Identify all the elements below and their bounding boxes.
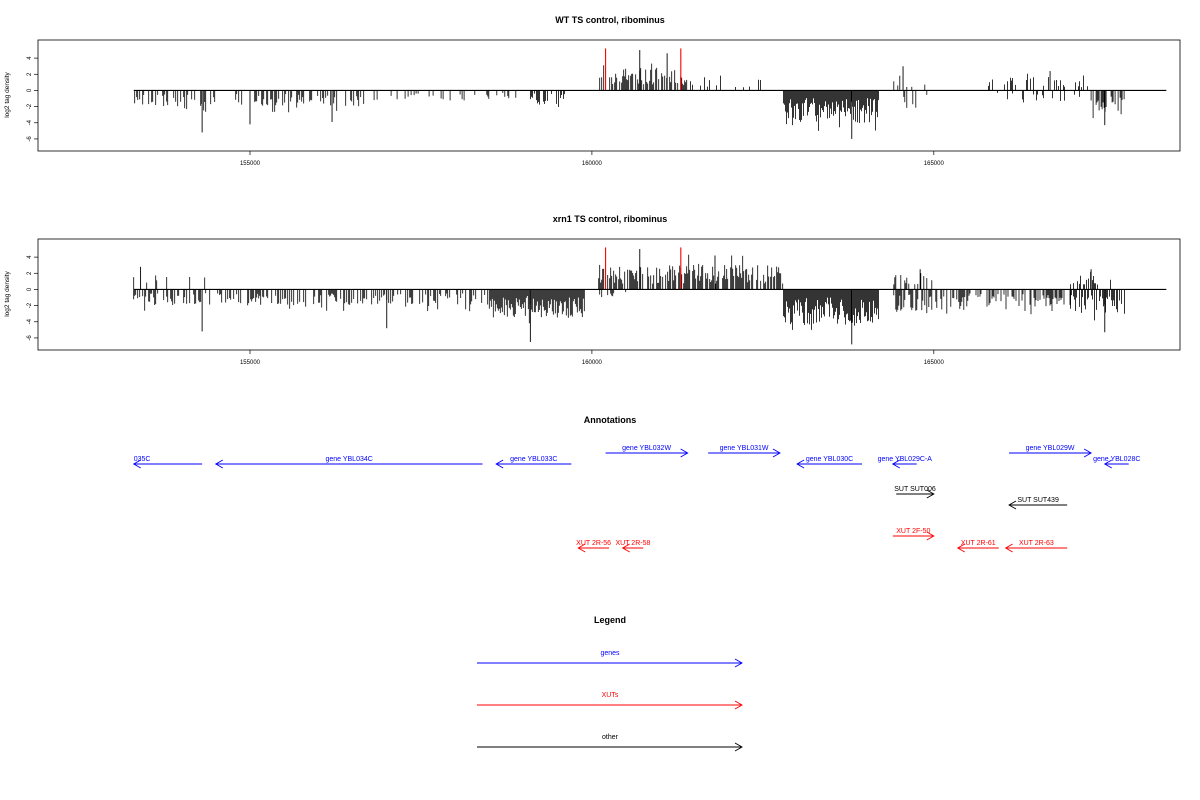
- x-tick-label: 160000: [582, 161, 603, 167]
- y-tick-label: 4: [27, 56, 33, 60]
- annotation-arrow: XUT 2R-61: [956, 540, 999, 553]
- arrow-head: [680, 448, 689, 458]
- wt-plot-frame: [37, 39, 1181, 152]
- legend-label: XUTs: [602, 692, 619, 699]
- xrn1-y-ticks: -6 -4 -2 0 2 4: [27, 255, 38, 341]
- y-tick-label: -4: [27, 318, 33, 324]
- annotation-label: gene YBL033C: [510, 456, 557, 463]
- legend-arrow: XUTs: [477, 692, 743, 710]
- xrn1-x-ticks: 155000 160000 165000: [240, 350, 945, 366]
- legend-label: other: [602, 734, 619, 741]
- annotations-panel: Annotations 035C gene YBL034C gene YBL033C…: [132, 415, 1140, 553]
- annotation-label: SUT SUT006: [894, 486, 936, 493]
- y-tick-label: 0: [27, 287, 33, 291]
- y-tick-label: 0: [27, 88, 33, 92]
- arrow-head: [734, 700, 743, 710]
- x-tick-label: 160000: [582, 360, 603, 366]
- arrow-head: [577, 543, 586, 553]
- annotation-arrow: XUT 2F-50: [892, 528, 935, 541]
- annotation-label: gene YBL030C: [806, 456, 853, 463]
- y-tick-label: -6: [27, 136, 33, 142]
- legend-panel: Legend genes XUTs other: [477, 615, 743, 752]
- annotation-label: XUT 2F-50: [896, 528, 930, 535]
- y-tick-label: -4: [27, 119, 33, 125]
- arrow-head: [891, 459, 901, 469]
- annotation-label: XUT 2R-61: [961, 540, 996, 547]
- wt-track-title: WT TS control, ribominus: [555, 15, 665, 25]
- annotation-label: gene YBL028C: [1093, 456, 1140, 463]
- x-tick-label: 155000: [240, 360, 261, 366]
- legend-items: genes XUTs other: [477, 650, 743, 752]
- annotation-arrow: XUT 2R-58: [615, 540, 650, 553]
- annotation-arrow: SUT SUT006: [894, 486, 936, 499]
- annotation-label: gene YBL029W: [1026, 445, 1075, 452]
- arrow-head: [1083, 448, 1093, 458]
- annotation-arrow: gene YBL029C-A: [878, 456, 933, 469]
- annotation-label: 035C: [134, 456, 151, 463]
- arrow-head: [734, 658, 743, 668]
- arrow-head: [796, 459, 805, 469]
- x-tick-label: 155000: [240, 161, 261, 167]
- wt-signal-bars: [133, 48, 1167, 139]
- arrow-head: [214, 459, 224, 469]
- arrow-head: [1008, 500, 1017, 510]
- arrow-head: [1004, 543, 1013, 553]
- y-tick-label: -2: [27, 103, 33, 109]
- legend-arrow: genes: [477, 650, 743, 668]
- y-tick-label: 2: [27, 271, 33, 275]
- annotation-arrow: XUT 2R-63: [1004, 540, 1068, 553]
- annotation-label: gene YBL029C-A: [878, 456, 933, 463]
- y-tick-label: 2: [27, 72, 33, 76]
- annotation-label: SUT SUT439: [1017, 497, 1059, 504]
- arrow-head: [956, 543, 965, 553]
- annotation-arrow: SUT SUT439: [1008, 497, 1068, 510]
- wt-y-axis-label: log2 tag density: [4, 71, 11, 117]
- annotation-label: gene YBL034C: [325, 456, 372, 463]
- annotation-label: gene YBL032W: [622, 445, 671, 452]
- wt-y-ticks: -6 -4 -2 0 2 4: [27, 56, 38, 142]
- x-tick-label: 165000: [924, 161, 945, 167]
- wt-x-ticks: 155000 160000 165000: [240, 151, 945, 167]
- arrow-head: [926, 531, 935, 541]
- arrow-head: [132, 459, 141, 469]
- annotation-label: gene YBL031W: [720, 445, 769, 452]
- annotation-arrow: gene YBL032W: [605, 445, 689, 458]
- arrow-head: [495, 459, 504, 469]
- wt-track-panel: WT TS control, ribominus log2 tag densit…: [4, 15, 1181, 167]
- xrn1-track-title: xrn1 TS control, ribominus: [553, 214, 668, 224]
- legend-title: Legend: [594, 615, 626, 625]
- legend-label: genes: [600, 650, 620, 657]
- annotation-arrow: gene YBL030C: [796, 456, 863, 469]
- arrow-head: [772, 448, 781, 458]
- annotations-title: Annotations: [584, 415, 637, 425]
- annotation-arrow: gene YBL029W: [1009, 445, 1093, 458]
- y-tick-label: -2: [27, 302, 33, 308]
- xrn1-plot-frame: [37, 238, 1181, 351]
- x-tick-label: 165000: [924, 360, 945, 366]
- arrow-head: [621, 543, 630, 553]
- y-tick-label: 4: [27, 255, 33, 259]
- annotation-label: XUT 2R-58: [615, 540, 650, 547]
- xrn1-signal-bars: [133, 247, 1167, 345]
- legend-arrow: other: [477, 734, 743, 752]
- annotation-arrow: gene YBL031W: [708, 445, 781, 458]
- annotation-arrow: gene YBL033C: [495, 456, 572, 469]
- xrn1-y-axis-label: log2 tag density: [4, 270, 11, 316]
- annotation-label: XUT 2R-63: [1019, 540, 1054, 547]
- annotation-arrow: 035C: [132, 456, 203, 469]
- arrow-head: [926, 489, 935, 499]
- y-tick-label: -6: [27, 335, 33, 341]
- arrow-head: [734, 742, 743, 752]
- arrow-head: [1103, 459, 1113, 469]
- xrn1-track-panel: xrn1 TS control, ribominus log2 tag dens…: [4, 214, 1181, 366]
- annotation-features: 035C gene YBL034C gene YBL033C gene YBL032W…: [132, 445, 1140, 553]
- annotation-label: XUT 2R-56: [576, 540, 611, 547]
- annotation-arrow: gene YBL034C: [214, 456, 483, 469]
- annotation-arrow: XUT 2R-56: [576, 540, 611, 553]
- annotation-arrow: gene YBL028C: [1093, 456, 1140, 469]
